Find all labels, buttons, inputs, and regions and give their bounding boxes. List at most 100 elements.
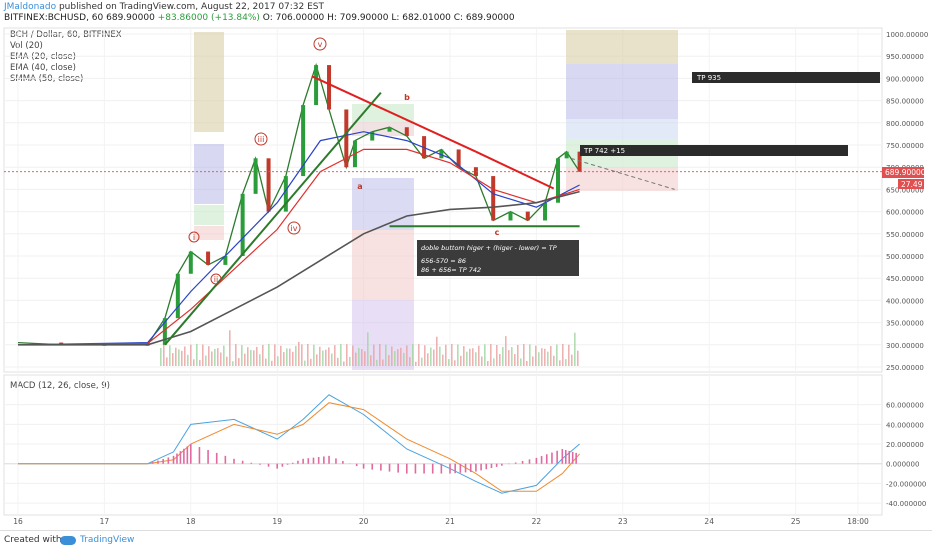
volume-bar bbox=[439, 347, 441, 366]
volume-bar bbox=[247, 347, 249, 366]
macd-hist-bar bbox=[259, 464, 261, 465]
volume-bar bbox=[322, 350, 324, 366]
volume-bar bbox=[535, 346, 537, 366]
volume-bar bbox=[355, 353, 357, 366]
macd-hist-bar bbox=[475, 464, 477, 472]
volume-bar bbox=[412, 344, 414, 366]
volume-bar bbox=[376, 360, 378, 366]
volume-bar bbox=[406, 345, 408, 366]
volume-bar bbox=[223, 346, 225, 366]
volume-bar bbox=[280, 346, 282, 366]
macd-hist-bar bbox=[318, 457, 320, 464]
x-tick-label: 20 bbox=[359, 517, 369, 526]
volume-bar bbox=[367, 332, 369, 366]
volume-bar bbox=[334, 345, 336, 366]
volume-bar bbox=[460, 356, 462, 366]
y-tick-label: 1000.00000 bbox=[886, 31, 928, 39]
volume-bar bbox=[208, 346, 210, 366]
volume-bar bbox=[454, 360, 456, 366]
fib-zone bbox=[566, 64, 678, 119]
candle bbox=[508, 212, 512, 221]
volume-bar bbox=[229, 330, 231, 366]
volume-bar bbox=[463, 346, 465, 366]
macd-hist-bar bbox=[415, 464, 417, 474]
volume-bar bbox=[436, 337, 438, 366]
macd-hist-bar bbox=[522, 461, 524, 464]
macd-hist-bar bbox=[297, 461, 299, 464]
volume-bar bbox=[415, 362, 417, 366]
volume-bar bbox=[502, 347, 504, 366]
wave-a: a bbox=[357, 182, 362, 191]
macd-hist-bar bbox=[423, 464, 425, 474]
volume-bar bbox=[277, 356, 279, 366]
volume-bar bbox=[478, 346, 480, 366]
volume-bar bbox=[172, 353, 174, 366]
volume-bar bbox=[163, 344, 165, 366]
candle bbox=[388, 127, 392, 131]
volume-bar bbox=[268, 344, 270, 366]
volume-bar bbox=[307, 344, 309, 366]
candle bbox=[526, 212, 530, 221]
volume-bar bbox=[550, 346, 552, 366]
volume-bar bbox=[265, 359, 267, 366]
volume-bar bbox=[244, 354, 246, 366]
volume-bar bbox=[418, 344, 420, 366]
volume-bar bbox=[394, 351, 396, 366]
volume-bar bbox=[409, 357, 411, 366]
volume-bar bbox=[553, 356, 555, 366]
macd-hist-bar bbox=[465, 464, 467, 473]
candle bbox=[405, 127, 409, 136]
y-tick-label: 900.00000 bbox=[886, 75, 924, 83]
volume-bar bbox=[166, 357, 168, 366]
x-tick-label: 21 bbox=[445, 517, 455, 526]
volume-bar bbox=[532, 356, 534, 366]
macd-hist-bar bbox=[199, 447, 201, 464]
macd-hist-bar bbox=[216, 453, 218, 464]
y-tick-label: 850.00000 bbox=[886, 98, 924, 106]
volume-bar bbox=[337, 358, 339, 366]
macd-hist-bar bbox=[323, 456, 325, 463]
macd-hist-bar bbox=[480, 464, 482, 471]
y-tick-label: 750.00000 bbox=[886, 142, 924, 150]
last-price-badge-text: 689.90000 bbox=[885, 168, 926, 177]
macd-hist-bar bbox=[308, 458, 310, 464]
volume-bar bbox=[214, 349, 216, 366]
fib-zone bbox=[566, 30, 678, 64]
volume-bar bbox=[526, 361, 528, 366]
tradingview-brand[interactable]: TradingView bbox=[80, 535, 134, 545]
volume-bar bbox=[175, 348, 177, 366]
volume-bar bbox=[448, 359, 450, 366]
fib-zone bbox=[352, 230, 414, 300]
volume-bar bbox=[547, 352, 549, 366]
volume-bar bbox=[304, 361, 306, 366]
resistance-trendline bbox=[312, 76, 476, 151]
macd-hist-bar bbox=[449, 464, 451, 474]
volume-bar bbox=[160, 348, 162, 366]
series-line-1 bbox=[18, 132, 580, 345]
y-tick-label: 550.00000 bbox=[886, 231, 924, 239]
x-tick-label: 17 bbox=[100, 517, 110, 526]
volume-bar bbox=[328, 347, 330, 366]
volume-bar bbox=[484, 344, 486, 366]
volume-bar bbox=[559, 360, 561, 366]
volume-bar bbox=[253, 350, 255, 366]
macd-hist-bar bbox=[268, 464, 270, 467]
tp742-label: TP 742 +15 bbox=[583, 147, 625, 155]
macd-pane-frame bbox=[4, 375, 882, 515]
volume-bar bbox=[184, 347, 186, 366]
volume-bar bbox=[499, 354, 501, 366]
volume-bar bbox=[556, 344, 558, 366]
macd-hist-bar bbox=[342, 461, 344, 464]
volume-bar bbox=[427, 353, 429, 366]
macd-hist-bar bbox=[565, 450, 567, 464]
volume-bar bbox=[481, 356, 483, 366]
volume-bar bbox=[199, 360, 201, 366]
volume-bar bbox=[517, 345, 519, 366]
volume-bar bbox=[340, 344, 342, 366]
macd-series-1 bbox=[18, 403, 580, 492]
volume-bar bbox=[445, 345, 447, 366]
note-line-1: doble buttom higer + (higer - lower) = T… bbox=[421, 244, 557, 252]
macd-hist-bar bbox=[292, 463, 294, 464]
volume-bar bbox=[430, 347, 432, 366]
chart-svg[interactable]: 1000.00000950.00000900.00000850.00000800… bbox=[0, 0, 932, 530]
